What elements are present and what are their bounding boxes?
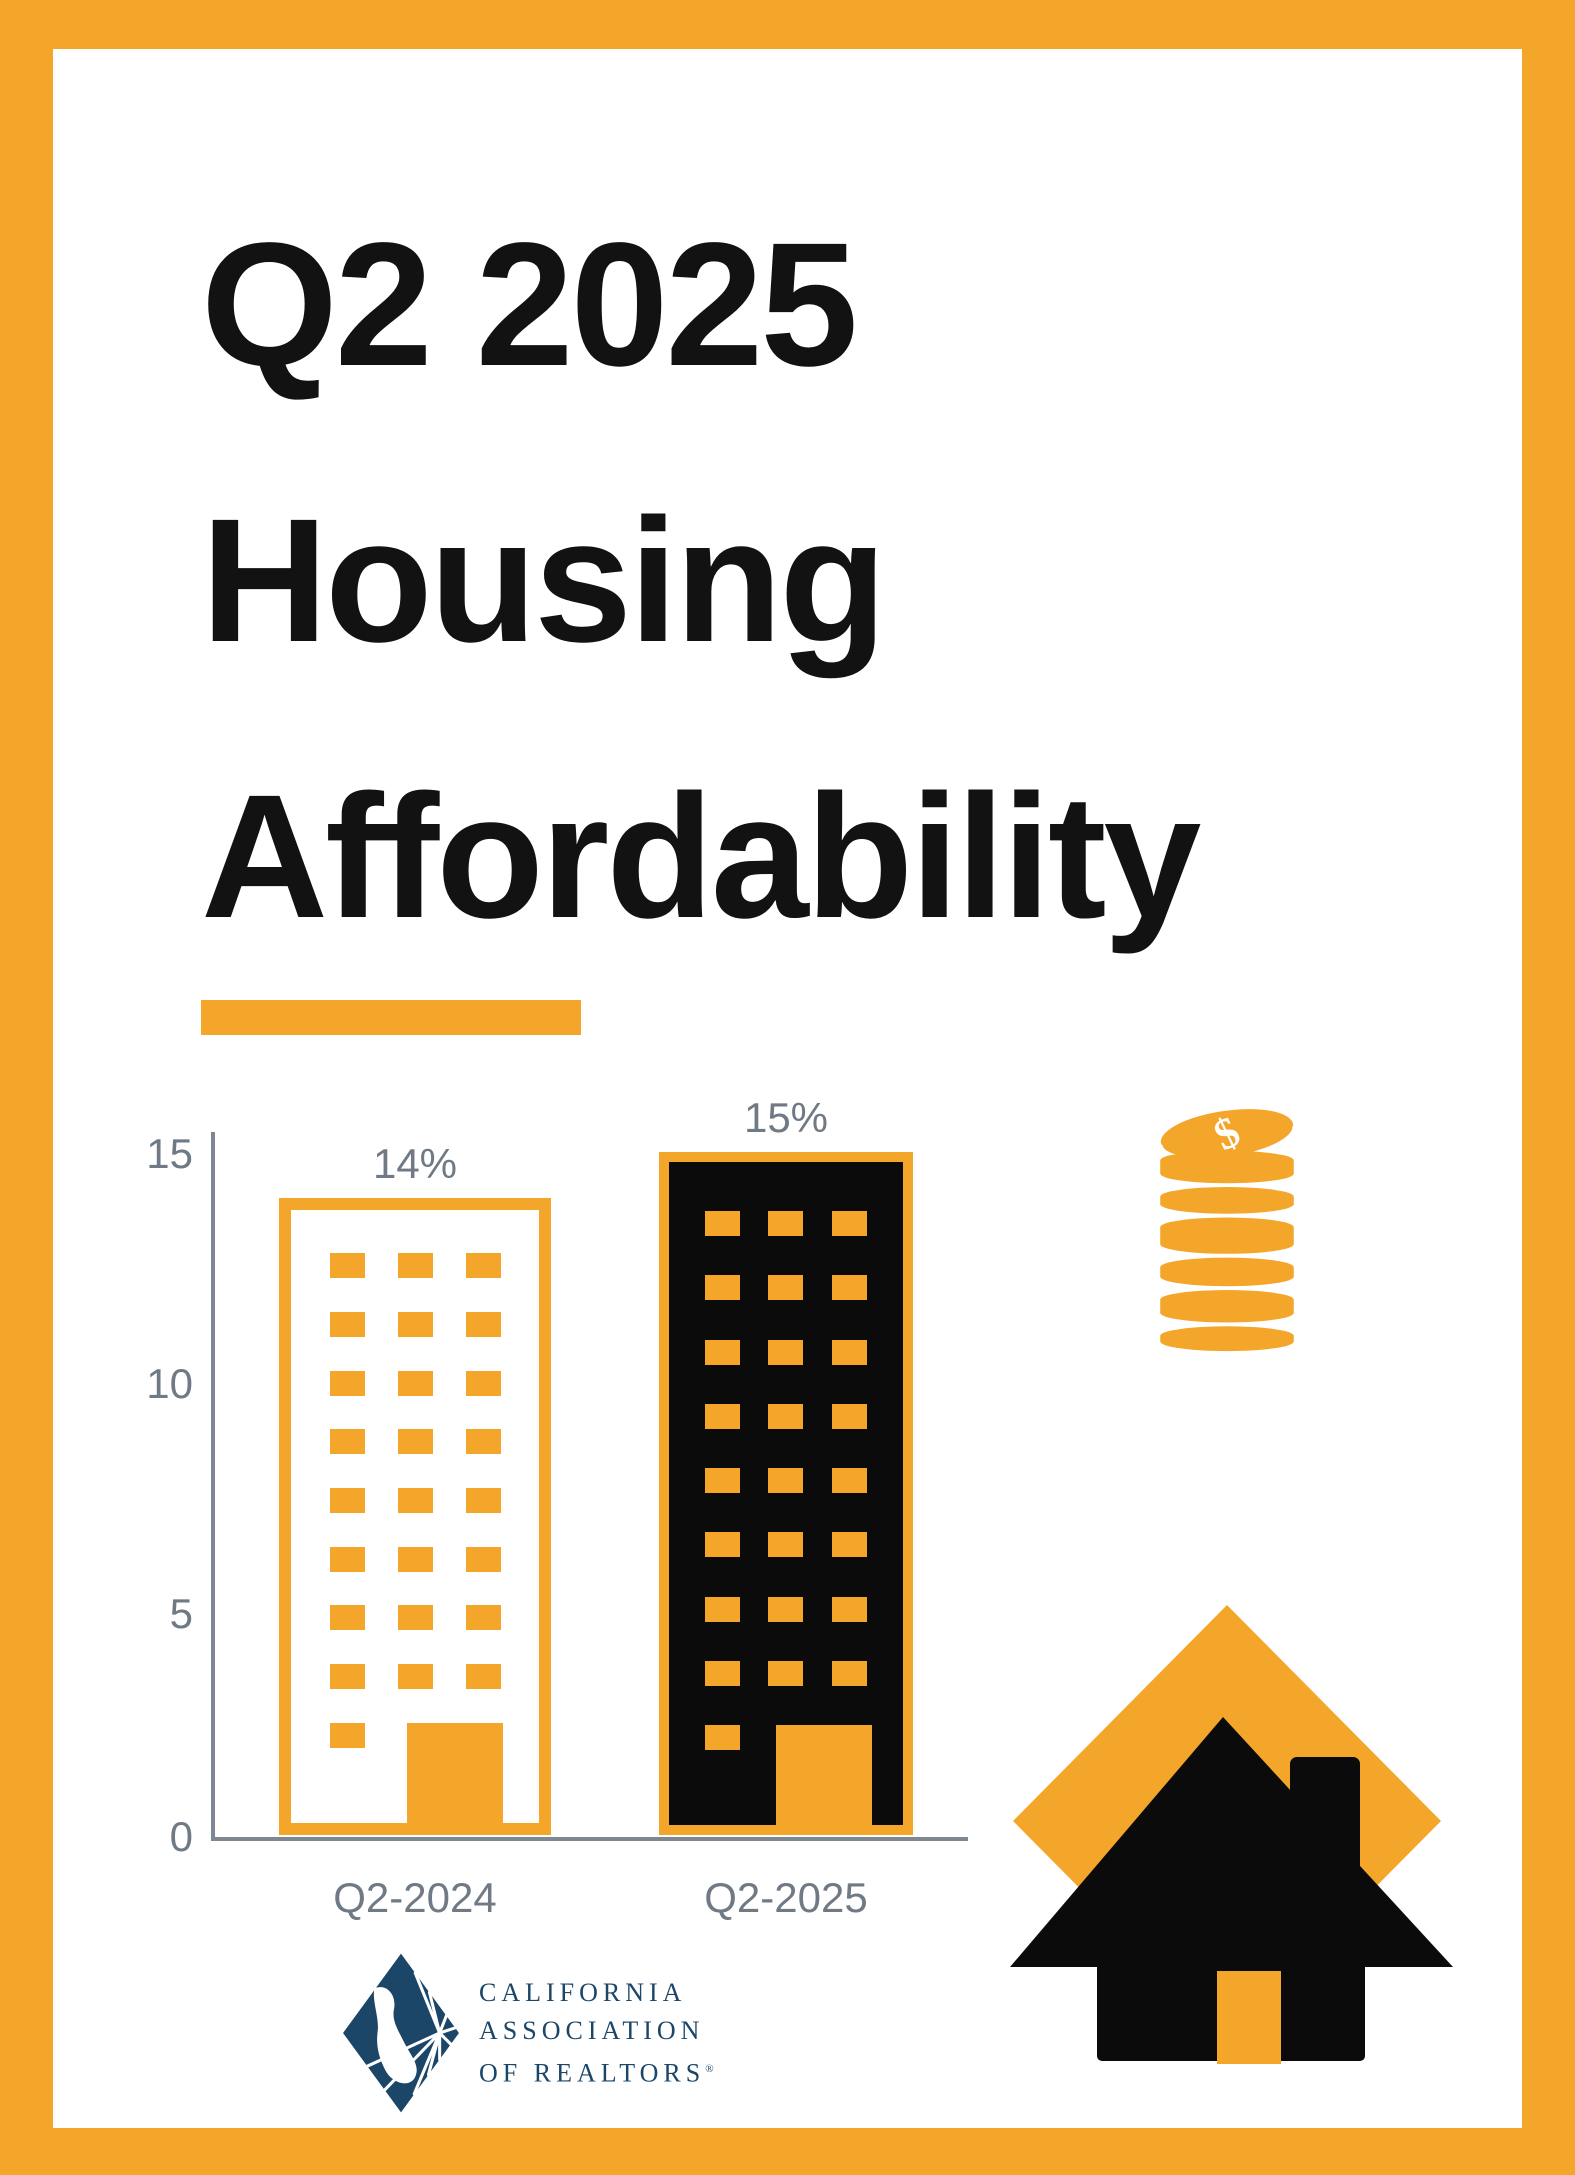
building-window — [329, 1370, 365, 1396]
value-label-q2-2025: 15% — [743, 1094, 829, 1141]
building-window — [397, 1311, 433, 1337]
building-window — [705, 1660, 741, 1686]
y-tick-5: 5 — [169, 1590, 193, 1637]
title-line-2: Housing — [201, 483, 887, 679]
building-door — [407, 1723, 503, 1823]
building-window — [397, 1605, 433, 1631]
y-tick-0: 0 — [169, 1813, 193, 1860]
building-window — [465, 1605, 501, 1631]
building-window — [831, 1468, 867, 1494]
building-ground-floor — [669, 1725, 903, 1825]
building-window — [329, 1311, 365, 1337]
building-window — [831, 1532, 867, 1558]
building-window — [831, 1596, 867, 1622]
building-window — [329, 1429, 365, 1455]
building-window — [705, 1211, 741, 1237]
building-window — [465, 1488, 501, 1514]
building-window — [768, 1468, 804, 1494]
title-line-3: Affordability — [201, 759, 1201, 955]
y-axis-line — [211, 1132, 215, 1841]
registered-mark: ® — [705, 2062, 714, 2075]
coin-stack-icon: $ — [1159, 1108, 1295, 1352]
building-window — [768, 1532, 804, 1558]
poster-frame: Q2 2025 Housing Affordability 15 10 5 0 … — [53, 49, 1522, 2128]
building-window — [329, 1546, 365, 1572]
house-door — [1217, 1971, 1281, 2064]
building-window — [465, 1311, 501, 1337]
building-window — [768, 1211, 804, 1237]
building-window — [768, 1403, 804, 1429]
building-window — [831, 1660, 867, 1686]
house-icon — [1010, 1605, 1453, 2064]
building-window — [768, 1596, 804, 1622]
building-window — [768, 1660, 804, 1686]
building-window — [465, 1546, 501, 1572]
y-tick-15: 15 — [146, 1130, 193, 1177]
value-label-q2-2024: 14% — [372, 1139, 458, 1187]
building-window — [465, 1370, 501, 1396]
building-windows — [291, 1210, 539, 1723]
building-door — [775, 1725, 872, 1825]
logo-line-1: CALIFORNIA — [479, 1977, 687, 2007]
y-tick-10: 10 — [146, 1360, 193, 1407]
car-logo-mark-icon — [343, 1953, 459, 2113]
car-logo: CALIFORNIA ASSOCIATION OF REALTORS® — [341, 1947, 714, 2119]
building-window — [465, 1429, 501, 1455]
building-window — [329, 1723, 365, 1748]
building-window — [329, 1488, 365, 1514]
car-logo-text: CALIFORNIA ASSOCIATION OF REALTORS® — [479, 1974, 714, 2093]
building-window — [768, 1275, 804, 1301]
building-window — [329, 1664, 365, 1690]
building-window — [705, 1339, 741, 1365]
poster-title: Q2 2025 Housing Affordability — [201, 167, 1201, 995]
building-window — [329, 1605, 365, 1631]
building-window — [768, 1339, 804, 1365]
building-window — [705, 1403, 741, 1429]
building-window — [705, 1468, 741, 1494]
building-window — [705, 1532, 741, 1558]
building-window — [397, 1546, 433, 1572]
building-windows — [669, 1162, 903, 1725]
bar-q2-2024-building — [279, 1197, 551, 1835]
building-window — [705, 1596, 741, 1622]
bar-chart-plot: 14% 15% — [213, 1096, 966, 1837]
building-window — [705, 1725, 741, 1750]
building-window — [831, 1339, 867, 1365]
california-silhouette — [373, 1987, 417, 2084]
building-window — [705, 1275, 741, 1301]
category-label-q2-2024: Q2-2024 — [333, 1874, 497, 1921]
category-label-q2-2025: Q2-2025 — [704, 1874, 868, 1921]
building-window — [397, 1253, 433, 1279]
building-ground-floor — [291, 1723, 539, 1823]
building-window — [397, 1488, 433, 1514]
title-line-1: Q2 2025 — [201, 207, 858, 403]
logo-line-3: OF REALTORS® — [479, 2058, 714, 2088]
building-window — [831, 1211, 867, 1237]
building-window — [465, 1664, 501, 1690]
building-window — [329, 1253, 365, 1279]
building-window — [397, 1664, 433, 1690]
building-window — [831, 1275, 867, 1301]
building-window — [831, 1403, 867, 1429]
x-axis-line — [211, 1837, 968, 1841]
building-window — [397, 1370, 433, 1396]
building-window — [465, 1253, 501, 1279]
logo-line-2: ASSOCIATION — [479, 2015, 705, 2045]
building-window — [397, 1429, 433, 1455]
bar-q2-2025-building — [659, 1152, 913, 1835]
accent-underline — [201, 1000, 581, 1035]
